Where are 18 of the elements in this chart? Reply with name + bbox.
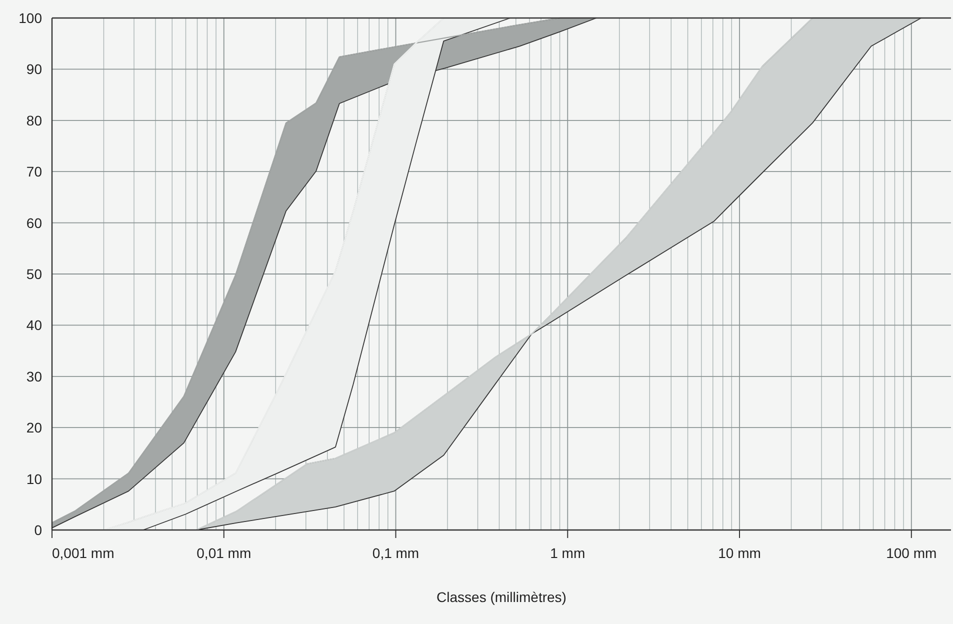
y-tick-label: 90 <box>26 61 42 78</box>
x-tick-label: 0,01 mm <box>196 545 252 561</box>
y-tick-label: 60 <box>26 214 42 231</box>
y-tick-label: 70 <box>26 164 42 180</box>
x-tick-label: 0,001 mm <box>52 545 114 561</box>
y-tick-label: 100 <box>18 10 42 26</box>
y-tick-label: 50 <box>26 266 42 282</box>
x-tick-label: 1 mm <box>550 545 586 561</box>
y-tick-label: 10 <box>26 470 42 487</box>
x-axis-title: Classes (millimètres) <box>436 589 566 605</box>
x-tick-label: 10 mm <box>718 545 761 561</box>
y-tick-label: 80 <box>26 112 42 128</box>
y-tick-label: 0 <box>34 522 42 538</box>
y-tick-label: 30 <box>26 368 42 384</box>
x-tick-label: 0,1 mm <box>372 545 420 561</box>
y-tick-label: 20 <box>26 420 42 436</box>
y-tick-label: 40 <box>26 317 42 334</box>
x-tick-label: 100 mm <box>886 545 937 561</box>
